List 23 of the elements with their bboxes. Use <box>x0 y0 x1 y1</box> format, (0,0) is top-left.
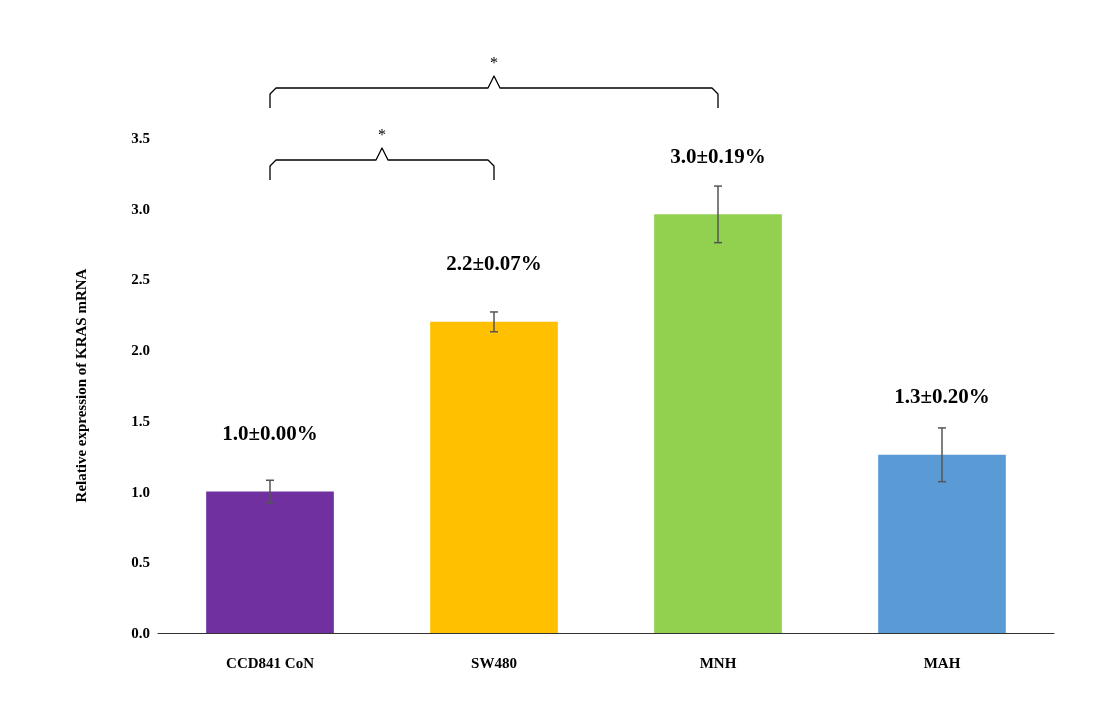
data-label: 3.0±0.19% <box>670 143 766 168</box>
data-label: 1.3±0.20% <box>894 384 990 409</box>
y-tick-label: 3.0 <box>131 200 150 217</box>
y-tick-label: 2.5 <box>131 271 150 288</box>
bar <box>206 491 334 633</box>
bar <box>654 214 782 633</box>
y-tick-label: 3.5 <box>131 130 150 146</box>
x-tick-label: MNH <box>699 654 737 671</box>
x-tick-label: MAH <box>923 654 961 671</box>
bar <box>430 321 558 633</box>
x-tick-label: CCD841 CoN <box>226 654 315 671</box>
y-tick-label: 2.0 <box>131 342 150 359</box>
y-tick-label: 1.5 <box>131 412 150 429</box>
x-tick-label: SW480 <box>471 654 517 671</box>
annotation: * <box>378 125 386 143</box>
data-label: 1.0±0.00% <box>222 421 318 446</box>
y-tick-label: 0.0 <box>131 625 150 641</box>
y-tick-label: 0.5 <box>131 554 150 571</box>
y-axis-title: Relative expression of KRAS mRNA <box>72 268 89 503</box>
bar <box>878 454 1006 633</box>
text: * <box>490 53 498 71</box>
data-label: 2.2±0.07% <box>446 251 542 276</box>
y-tick-label: 1.0 <box>131 483 150 500</box>
